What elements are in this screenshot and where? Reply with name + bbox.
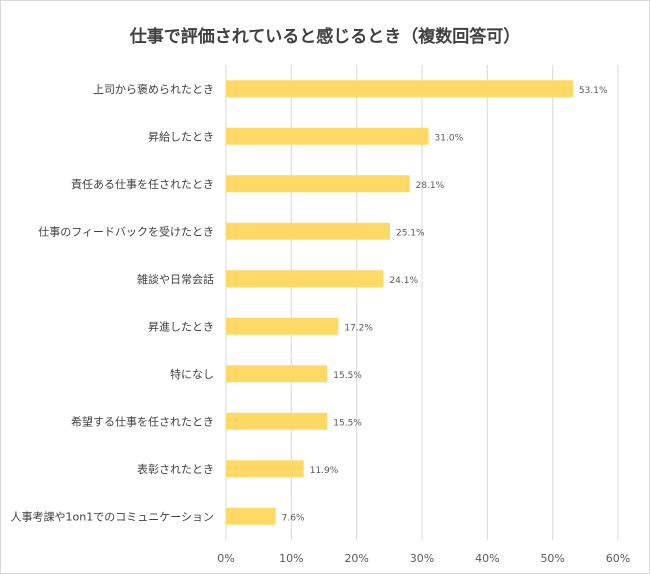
data-label: 24.1% xyxy=(389,276,418,286)
data-label: 53.1% xyxy=(579,86,608,96)
x-tick-label: 50% xyxy=(540,552,564,565)
category-label: 人事考課や1on1でのコミュニケーション xyxy=(11,509,214,523)
bar xyxy=(226,365,328,383)
data-label: 25.1% xyxy=(396,228,425,238)
x-tick-label: 40% xyxy=(475,552,499,565)
data-label: 15.5% xyxy=(333,371,362,381)
category-label: 希望する仕事を任されたとき xyxy=(71,414,214,428)
data-label: 15.5% xyxy=(333,418,362,428)
bar xyxy=(226,80,573,98)
data-label: 31.0% xyxy=(435,133,464,143)
bar xyxy=(226,127,429,145)
category-label: 昇進したとき xyxy=(148,320,214,333)
category-label: 昇給したとき xyxy=(148,129,214,143)
data-label: 17.2% xyxy=(344,323,373,333)
x-tick-label: 60% xyxy=(606,552,630,565)
category-label: 責任ある仕事を任されたとき xyxy=(71,177,214,191)
chart-title: 仕事で評価されていると感じるとき（複数回答可） xyxy=(129,27,521,47)
category-label: 特になし xyxy=(170,367,214,381)
category-label: 上司から褒められたとき xyxy=(93,82,214,96)
x-tick-label: 30% xyxy=(410,552,434,565)
bar xyxy=(226,317,339,335)
bar xyxy=(226,460,304,478)
x-tick-label: 10% xyxy=(279,552,303,565)
x-tick-label: 20% xyxy=(344,552,368,565)
category-label: 仕事のフィードバックを受けたとき xyxy=(38,225,214,238)
data-label: 11.9% xyxy=(310,466,339,476)
bar xyxy=(226,412,328,430)
data-label: 7.6% xyxy=(282,513,305,523)
bar xyxy=(226,270,384,288)
bar xyxy=(226,222,390,240)
category-label: 雑談や日常会話 xyxy=(137,272,214,286)
category-label: 表彰されたとき xyxy=(137,462,214,476)
x-tick-label: 0% xyxy=(217,552,234,565)
bar xyxy=(226,175,410,193)
data-label: 28.1% xyxy=(416,181,445,191)
bar xyxy=(226,507,276,525)
